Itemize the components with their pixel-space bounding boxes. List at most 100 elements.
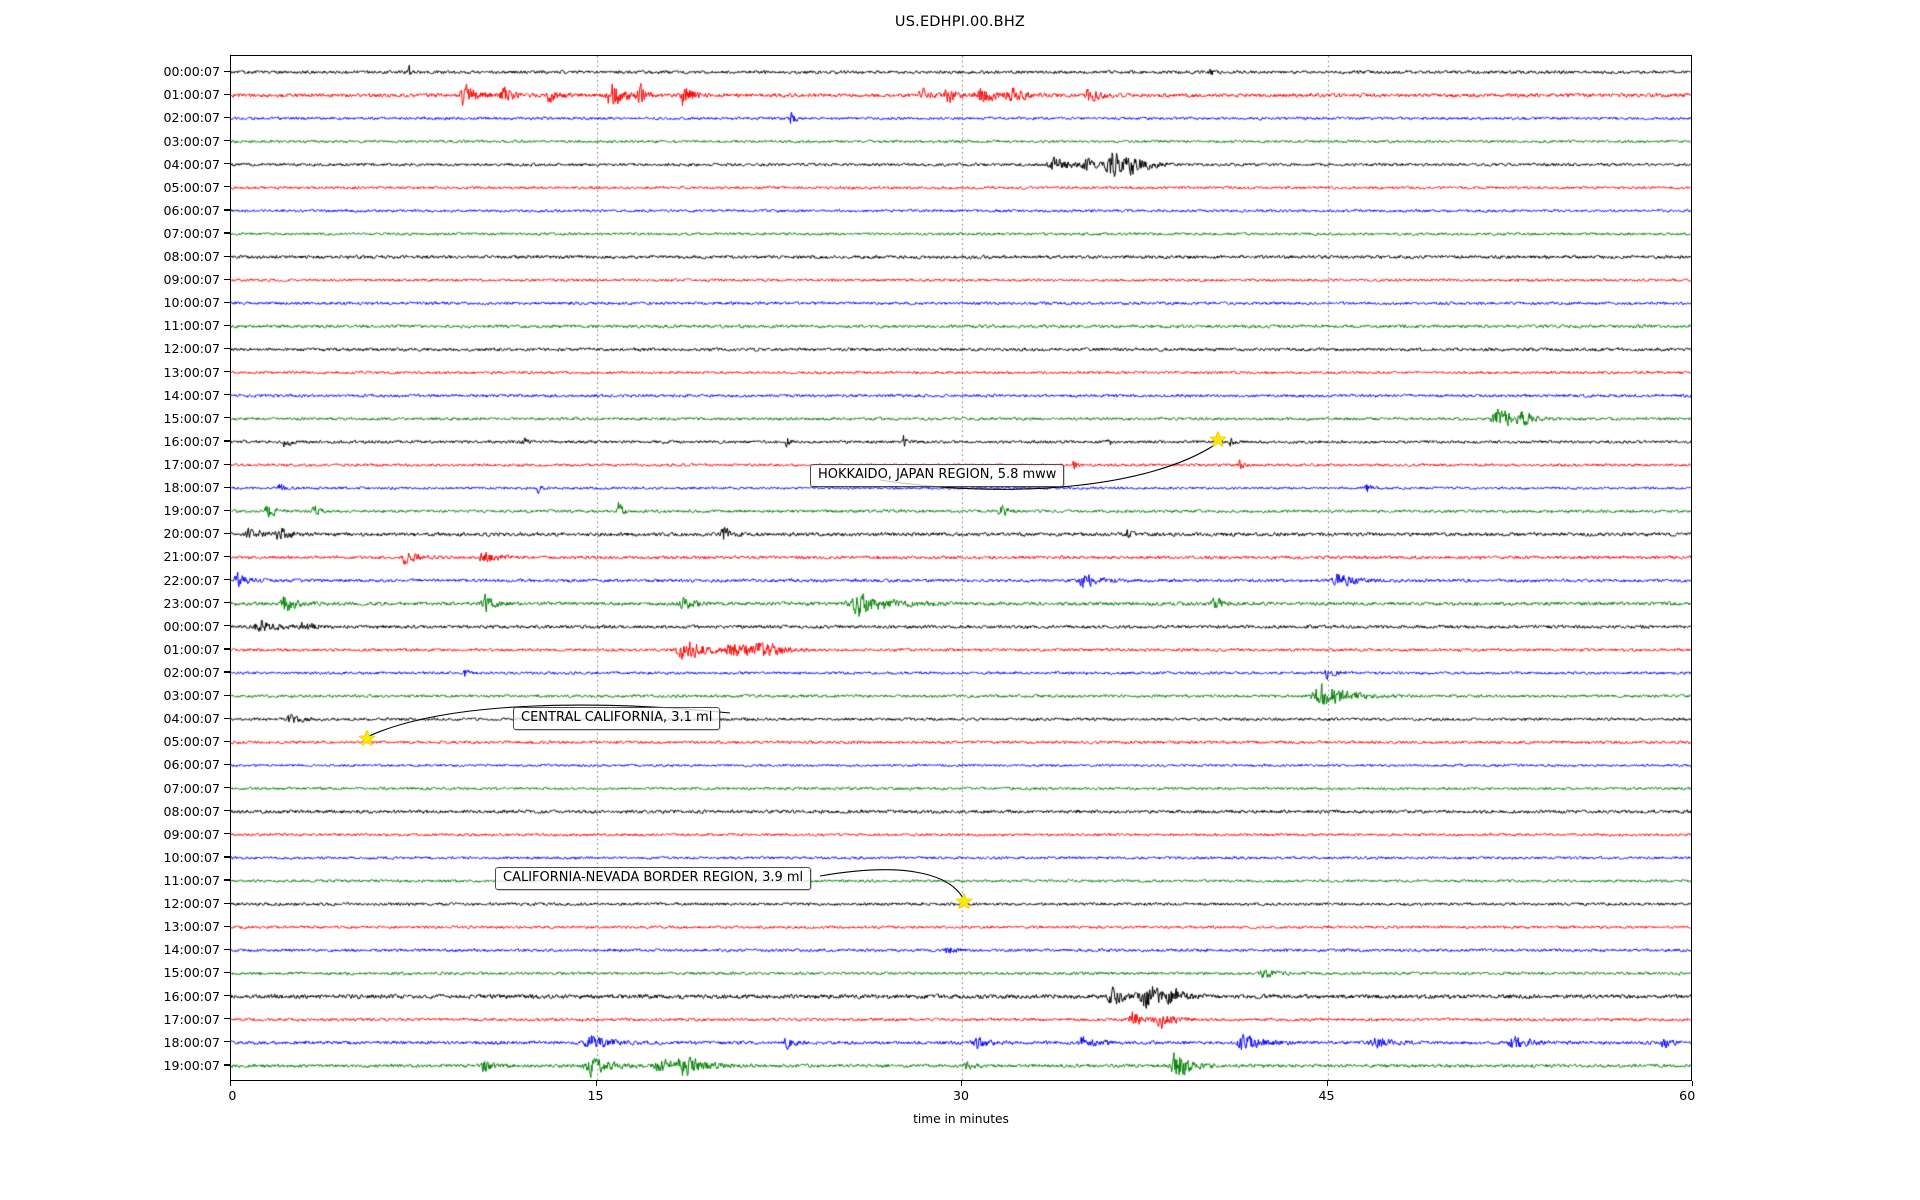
- y-axis-tick-label: 00:00:07: [163, 618, 220, 634]
- seismogram-traces-canvas: [231, 56, 1691, 1080]
- y-axis-tick-label: 06:00:07: [163, 757, 220, 773]
- y-axis-tick: 21:00:07: [163, 549, 230, 565]
- event-star-icon-hokkaido: ★: [1208, 427, 1228, 452]
- event-star-icon-california-nevada: ★: [954, 889, 974, 914]
- annotation-label-central-california[interactable]: CENTRAL CALIFORNIA, 3.1 ml: [513, 707, 721, 730]
- y-axis-tick-mark: [224, 948, 230, 950]
- y-axis-tick-label: 01:00:07: [163, 641, 220, 657]
- y-axis-tick-label: 10:00:07: [163, 295, 220, 311]
- y-axis-tick: 23:00:07: [163, 596, 230, 610]
- y-axis-tick: 07:00:07: [163, 226, 230, 240]
- y-axis-tick: 18:00:07: [163, 480, 230, 496]
- x-axis-tick-mark: [961, 1081, 963, 1086]
- y-axis-tick-mark: [224, 278, 230, 280]
- y-axis-tick: 14:00:07: [163, 942, 230, 957]
- y-axis-tick: 10:00:07: [163, 295, 230, 311]
- y-axis-tick-label: 12:00:07: [163, 341, 220, 357]
- y-axis-tick: 15:00:07: [163, 965, 230, 981]
- y-axis-tick-label: 03:00:07: [163, 133, 220, 149]
- y-axis-tick-label: 19:00:07: [163, 503, 220, 519]
- annotation-label-california-nevada[interactable]: CALIFORNIA-NEVADA BORDER REGION, 3.9 ml: [495, 867, 812, 890]
- y-axis-tick-mark: [224, 394, 230, 396]
- x-axis-tick-label: 15: [587, 1088, 604, 1103]
- page-title: US.EDHPI.00.BHZ: [894, 14, 1026, 30]
- y-axis-tick: 04:00:07: [163, 157, 230, 171]
- y-axis-tick-mark: [224, 971, 230, 974]
- y-axis-tick-mark: [224, 625, 230, 627]
- y-axis-tick-mark: [224, 879, 230, 881]
- y-axis-tick: 11:00:07: [163, 318, 230, 334]
- y-axis-tick-mark: [224, 70, 230, 72]
- y-axis-tick-mark: [224, 324, 230, 327]
- y-axis-tick-label: 15:00:07: [163, 965, 220, 981]
- y-axis-tick-mark: [224, 1018, 230, 1020]
- y-axis-tick: 13:00:07: [163, 919, 230, 934]
- y-axis-tick-mark: [224, 833, 230, 835]
- x-axis-tick-label: 60: [1679, 1088, 1696, 1103]
- y-axis-tick-mark: [224, 694, 230, 696]
- y-axis-tick-label: 14:00:07: [163, 387, 220, 403]
- x-axis-tick-mark: [1692, 1081, 1694, 1086]
- y-axis-tick-mark: [224, 463, 230, 465]
- y-axis-tick-mark: [224, 486, 230, 488]
- y-axis-tick: 14:00:07: [163, 388, 230, 402]
- y-axis-tick-mark: [224, 140, 230, 142]
- y-axis-tick-label: 05:00:07: [163, 734, 220, 750]
- x-axis-tick-label: 0: [228, 1088, 237, 1103]
- y-axis-tick: 17:00:07: [163, 457, 230, 472]
- y-axis-tick-label: 12:00:07: [163, 896, 220, 912]
- x-axis-tick-label: 45: [1318, 1088, 1335, 1103]
- y-axis-tick-mark: [224, 787, 230, 789]
- y-axis-tick: 16:00:07: [163, 434, 230, 448]
- y-axis-tick-label: 07:00:07: [163, 225, 220, 241]
- x-axis-tick-label: 30: [952, 1088, 970, 1103]
- y-axis-tick-mark: [224, 163, 230, 165]
- y-axis-tick-label: 13:00:07: [163, 364, 220, 380]
- y-axis-tick: 08:00:07: [163, 804, 230, 818]
- y-axis-tick-label: 11:00:07: [163, 318, 220, 334]
- y-axis-tick: 03:00:07: [163, 134, 230, 148]
- y-axis-tick: 04:00:07: [163, 711, 230, 726]
- y-axis-tick-label: 21:00:07: [163, 549, 220, 565]
- y-axis-tick-mark: [224, 532, 230, 535]
- x-axis: 0 15 30 45 60: [228, 1081, 1696, 1121]
- y-axis-tick-label: 16:00:07: [163, 433, 220, 449]
- y-axis-tick-label: 02:00:07: [163, 664, 220, 680]
- y-axis-tick: 19:00:07: [163, 1058, 230, 1072]
- x-axis-tick-mark: [595, 1081, 597, 1086]
- y-axis-tick-label: 01:00:07: [163, 87, 220, 103]
- plot-area: [230, 55, 1692, 1081]
- y-axis-tick-label: 17:00:07: [163, 1011, 220, 1027]
- y-axis-tick: 01:00:07: [163, 87, 230, 103]
- y-axis-tick-label: 09:00:07: [163, 826, 220, 842]
- x-axis-tick-mark: [230, 1081, 232, 1086]
- y-axis-tick-mark: [224, 347, 230, 350]
- y-axis-tick: 06:00:07: [163, 203, 230, 217]
- y-axis-tick-label: 16:00:07: [163, 988, 220, 1004]
- y-axis-tick-label: 07:00:07: [163, 780, 220, 796]
- y-axis-tick-mark: [224, 417, 230, 419]
- x-axis-title: time in minutes: [913, 1112, 1009, 1126]
- y-axis-tick-label: 10:00:07: [163, 849, 220, 865]
- y-axis-tick-label: 18:00:07: [163, 1034, 220, 1050]
- y-axis-tick: 20:00:07: [163, 526, 230, 542]
- y-axis-tick: 00:00:07: [163, 64, 230, 79]
- y-axis-tick-label: 04:00:07: [163, 156, 220, 172]
- y-axis-tick: 08:00:07: [163, 249, 230, 265]
- y-axis-tick-mark: [224, 763, 230, 766]
- y-axis-tick-mark: [224, 509, 230, 511]
- y-axis-tick-mark: [224, 902, 230, 904]
- y-axis-tick-mark: [224, 255, 230, 257]
- y-axis-tick-label: 18:00:07: [163, 480, 220, 496]
- y-axis-tick-label: 02:00:07: [163, 110, 220, 126]
- y-axis-tick: 16:00:07: [163, 989, 230, 1003]
- y-axis-tick: 19:00:07: [163, 503, 230, 519]
- y-axis-tick-label: 23:00:07: [163, 595, 220, 611]
- y-axis-tick-mark: [224, 671, 230, 673]
- y-axis-tick: 09:00:07: [163, 272, 230, 287]
- y-axis-tick-label: 20:00:07: [163, 526, 220, 542]
- annotation-label-hokkaido[interactable]: HOKKAIDO, JAPAN REGION, 5.8 mww: [810, 464, 1065, 487]
- y-axis-tick-label: 08:00:07: [163, 249, 220, 265]
- y-axis-tick: 02:00:07: [163, 110, 230, 126]
